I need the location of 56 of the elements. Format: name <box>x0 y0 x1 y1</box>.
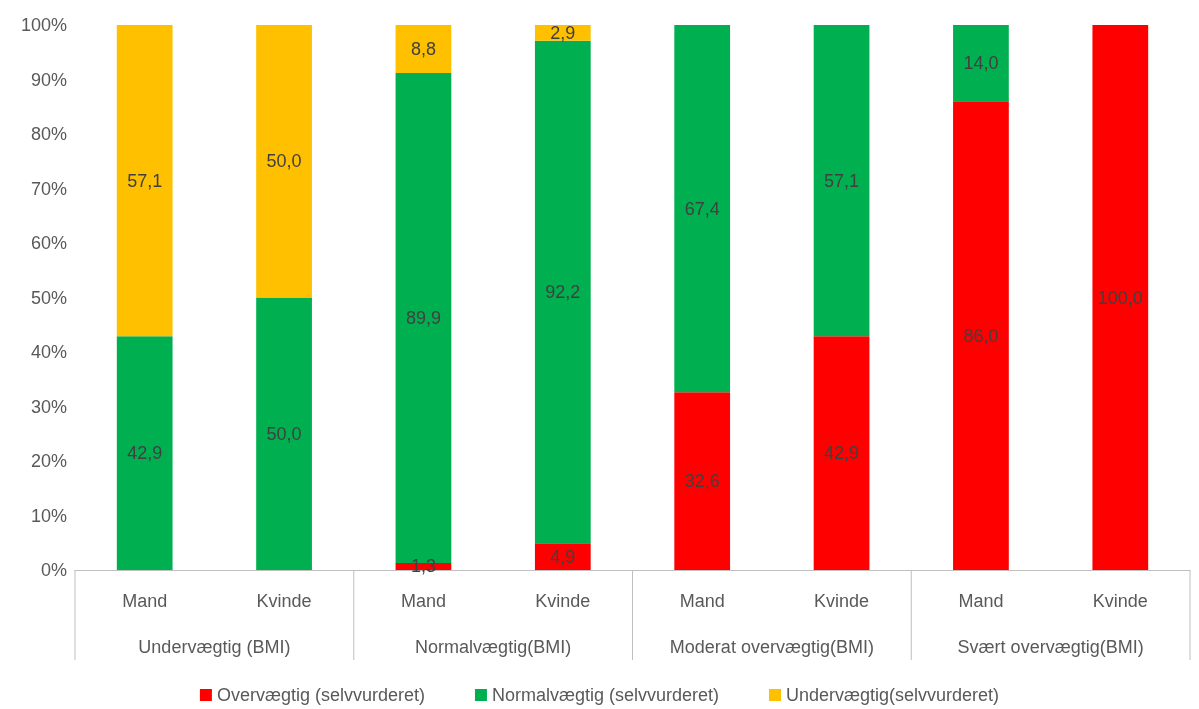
bar <box>1092 25 1149 570</box>
y-tick-label: 0% <box>40 560 67 580</box>
data-label: 67,4 <box>684 198 720 219</box>
bar <box>116 336 173 570</box>
data-label: 2,9 <box>550 22 576 43</box>
x-tick-label: Kvinde <box>814 591 870 611</box>
y-tick-label: 70% <box>30 178 67 199</box>
data-label: 50,0 <box>266 423 302 444</box>
x-tick-label: Kvinde <box>256 591 312 611</box>
bar <box>534 40 591 544</box>
y-tick-label: 90% <box>30 69 67 90</box>
bar <box>674 25 731 393</box>
legend-label: Undervægtig(selvvurderet) <box>786 685 1000 705</box>
bar <box>534 543 591 570</box>
data-label: 57,1 <box>127 170 163 191</box>
data-label: 100,0 <box>1097 287 1143 308</box>
x-tick-label: Mand <box>400 591 446 611</box>
bar <box>395 25 452 73</box>
y-tick-label: 30% <box>30 396 67 417</box>
text: Moderat overvægtig(BMI) <box>669 637 874 657</box>
legend-label: Normalvægtig (selvvurderet) <box>491 685 720 705</box>
data-label: 8,8 <box>410 38 436 59</box>
x-tick-label: Kvinde <box>1092 591 1148 611</box>
x-tick-label: Mand <box>958 591 1004 611</box>
data-label: 42,9 <box>824 443 860 464</box>
bar <box>813 25 870 337</box>
data-label: 14,0 <box>963 53 999 74</box>
data-label: 86,0 <box>963 325 999 346</box>
bar <box>813 336 870 570</box>
bar <box>116 25 173 337</box>
bar <box>953 25 1009 102</box>
data-label: 89,9 <box>405 307 441 328</box>
text: Svært overvægtig(BMI) <box>957 637 1144 657</box>
data-label: 42,9 <box>127 443 163 464</box>
bar <box>953 101 1009 570</box>
data-label: 4,9 <box>550 546 576 567</box>
y-tick-label: 10% <box>30 505 67 526</box>
y-tick-label: 80% <box>30 124 67 144</box>
y-tick-label: 50% <box>30 287 67 308</box>
x-tick-label: Mand <box>679 591 725 611</box>
data-label: 50,0 <box>266 151 302 172</box>
y-tick-label: 60% <box>30 233 67 253</box>
bar <box>256 297 312 570</box>
data-label: 32,6 <box>684 471 720 492</box>
y-tick-label: 100% <box>20 15 67 35</box>
x-tick-label: Kvinde <box>535 591 591 611</box>
legend-label: Overvægtig (selvvurderet) <box>216 685 425 705</box>
text: Undervægtig (BMI) <box>138 637 291 657</box>
bar <box>674 392 731 570</box>
data-label: 92,2 <box>545 282 581 303</box>
y-tick-label: 40% <box>30 342 67 362</box>
bar <box>256 25 312 298</box>
text: Normalvægtig(BMI) <box>415 637 572 657</box>
x-tick-label: Mand <box>122 591 168 611</box>
data-label: 57,1 <box>824 170 860 191</box>
y-tick-label: 20% <box>30 451 67 471</box>
